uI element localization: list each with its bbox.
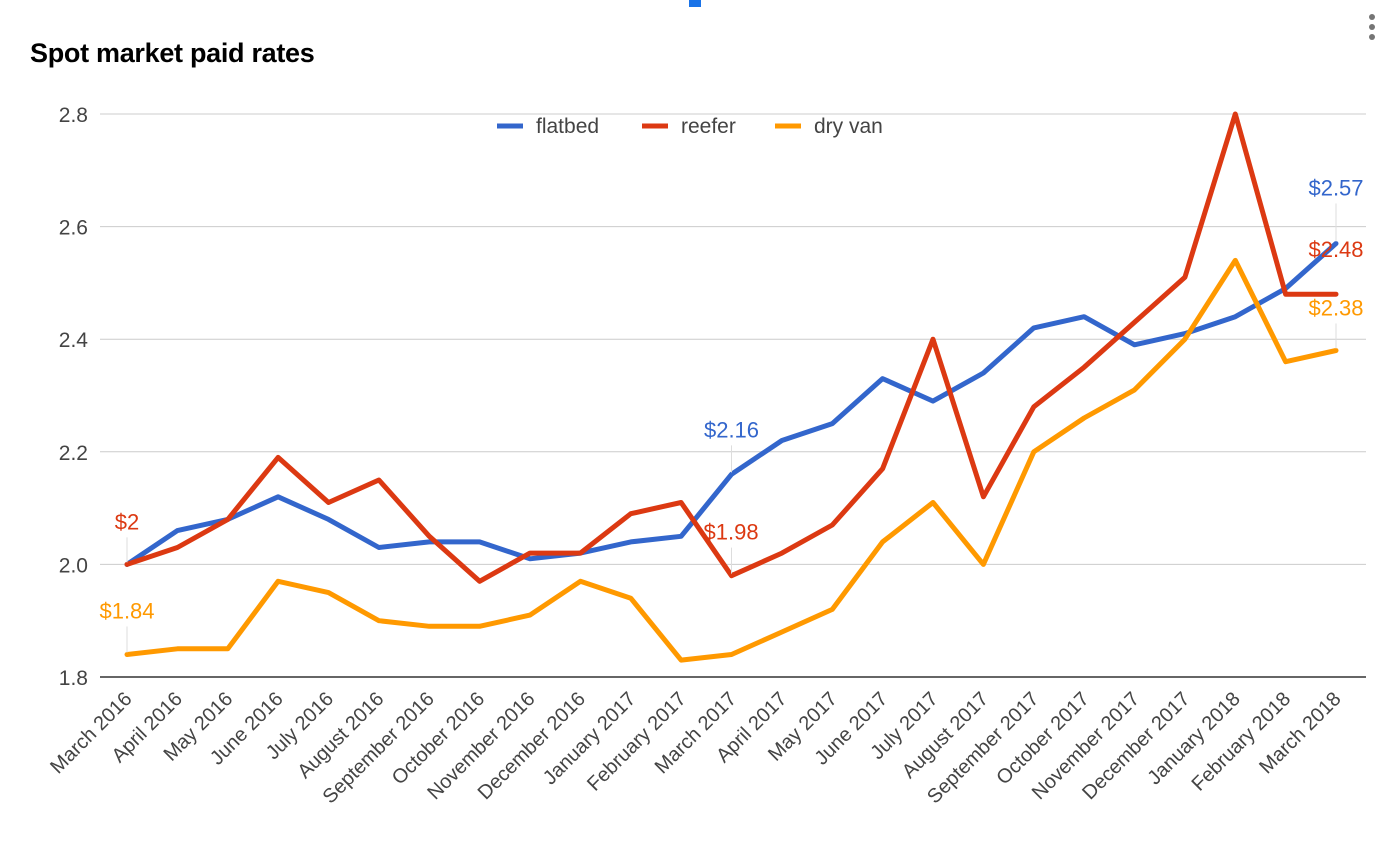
legend-label: flatbed	[536, 115, 599, 138]
annotations: $2 $1.84 $2.16 $1.98 $2.57 $2.48 $2.38	[99, 175, 1364, 653]
legend: flatbed reefer dry van	[497, 115, 883, 138]
annotation-label: $2	[115, 509, 139, 534]
annotation-label: $2.16	[704, 417, 759, 442]
legend-label: dry van	[814, 115, 883, 138]
y-tick-label: 2.2	[59, 442, 88, 465]
series-line-flatbed	[124, 241, 1339, 567]
series-line-dry-van	[124, 257, 1339, 663]
more-vert-icon[interactable]	[1366, 14, 1378, 48]
y-axis-ticks: 1.8 2.0 2.2 2.4 2.6 2.8	[59, 104, 89, 690]
y-tick-label: 2.8	[59, 104, 88, 127]
annotation-label: $2.57	[1308, 175, 1363, 200]
y-tick-label: 2.6	[59, 217, 88, 240]
annotation-label: $2.38	[1308, 295, 1363, 320]
annotation-label: $2.48	[1308, 237, 1363, 262]
chart-title: Spot market paid rates	[30, 38, 315, 68]
series-line-reefer	[124, 111, 1339, 584]
top-accent-marker	[689, 0, 701, 7]
y-tick-label: 2.0	[59, 554, 88, 577]
y-tick-label: 1.8	[59, 667, 88, 690]
annotation-label: $1.84	[99, 598, 154, 623]
annotation-label: $1.98	[704, 520, 759, 545]
y-tick-label: 2.4	[59, 329, 89, 352]
legend-label: reefer	[681, 115, 736, 138]
gridlines	[100, 113, 1366, 678]
legend-item-dry-van[interactable]: dry van	[775, 115, 883, 138]
legend-item-flatbed[interactable]: flatbed	[497, 115, 599, 138]
legend-item-reefer[interactable]: reefer	[642, 115, 736, 138]
series-lines	[124, 111, 1339, 663]
